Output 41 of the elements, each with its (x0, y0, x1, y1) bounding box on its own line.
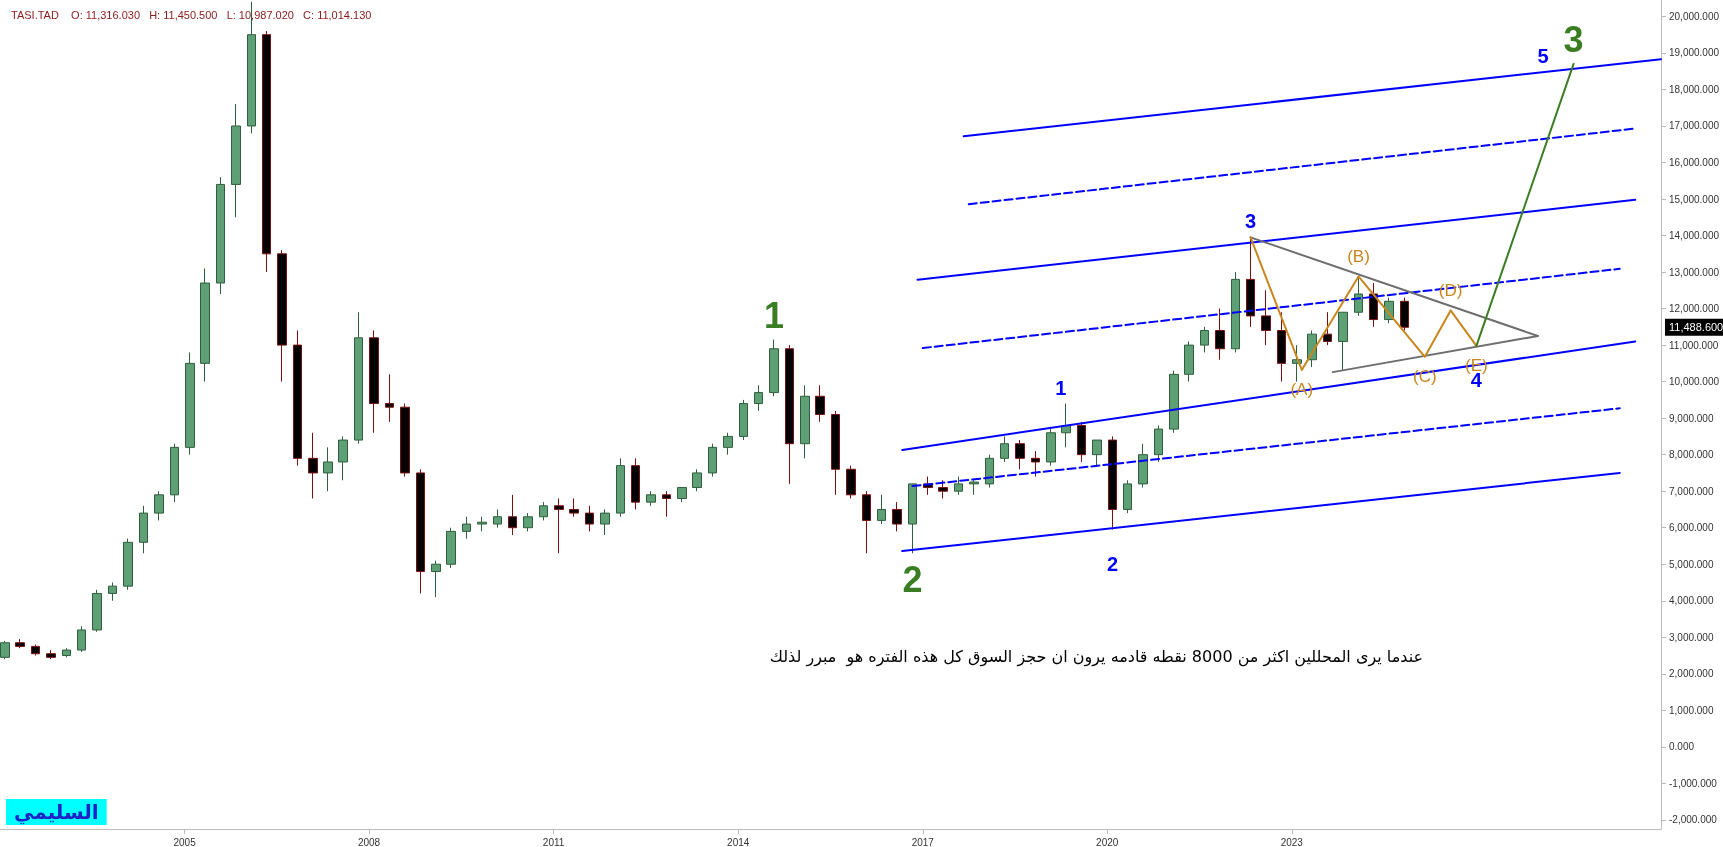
y-tick-label: 5,000.000 (1669, 558, 1714, 570)
annotation: 1 (1055, 376, 1067, 399)
y-tick-label: 9,000.000 (1669, 412, 1714, 424)
y-tick-label: 2,000.000 (1669, 668, 1714, 680)
y-tick-label: 16,000.000 (1669, 157, 1720, 169)
y-tick-label: 7,000.000 (1669, 485, 1714, 497)
x-tick-label: 2017 (911, 836, 935, 847)
y-tick-label: 4,000.000 (1669, 595, 1714, 607)
y-tick-label: 14,000.000 (1669, 230, 1720, 242)
annotation: 2 (1106, 552, 1118, 575)
x-tick-label: 2011 (542, 836, 565, 847)
y-tick-label: 10,000.000 (1669, 376, 1720, 388)
y-tick-label: 17,000.000 (1669, 120, 1720, 132)
annotation: 3 (1563, 19, 1584, 61)
text: 11,488.600 (1669, 321, 1723, 334)
y-tick-label: 0.000 (1669, 741, 1695, 753)
data-label: (B) (1347, 247, 1370, 267)
y-tick-label: -1,000.000 (1669, 777, 1718, 789)
x-tick-label: 2014 (727, 836, 750, 847)
y-tick-label: 18,000.000 (1669, 83, 1720, 95)
y-tick-label: -2,000.000 (1669, 814, 1718, 826)
y-tick-label: 20,000.000 (1669, 10, 1720, 22)
annotation: 2 (902, 558, 923, 600)
y-tick-label: 13,000.000 (1669, 266, 1720, 278)
annotation: عندما يرى المحللين اكثر من 8000 نقطه قادمه يرون ان حجز السوق كل هذه الفتره هو مبرر لذلك (769, 646, 1424, 667)
annotation: 3 (1244, 210, 1257, 233)
y-tick-label: 19,000.000 (1669, 47, 1720, 59)
x-tick-label: 2005 (173, 836, 197, 847)
y-tick-label: 1,000.000 (1669, 704, 1714, 716)
y-tick-label: 12,000.000 (1669, 303, 1720, 315)
x-tick-label: 2023 (1280, 836, 1304, 847)
y-tick-label: 3,000.000 (1669, 631, 1714, 643)
y-tick-label: 15,000.000 (1669, 193, 1720, 205)
annotation: 5 (1537, 45, 1549, 68)
y-tick-label: 6,000.000 (1669, 522, 1714, 534)
y-tick-label: 8,000.000 (1669, 449, 1714, 461)
x-tick-label: 2020 (1096, 836, 1119, 847)
annotation: السليمي (14, 800, 99, 825)
y-tick-label: 11,000.000 (1669, 339, 1719, 351)
annotation: 1 (763, 295, 784, 337)
x-tick-label: 2008 (357, 836, 381, 847)
